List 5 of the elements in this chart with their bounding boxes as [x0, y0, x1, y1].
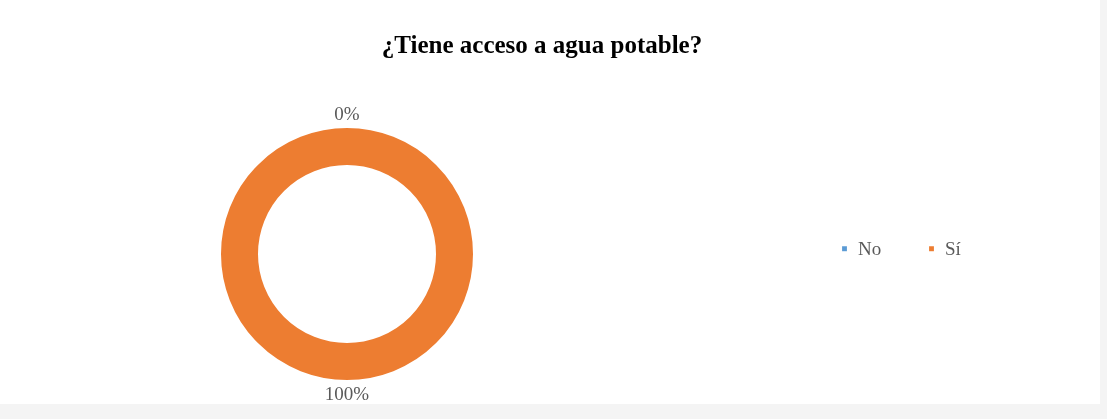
data-label: 100%	[324, 383, 370, 404]
text: 0%	[334, 103, 360, 124]
chart-title: ¿Tiene acceso a agua potable?	[381, 31, 703, 58]
legend-label: Sí	[945, 237, 962, 259]
legend-label: No	[858, 237, 882, 259]
